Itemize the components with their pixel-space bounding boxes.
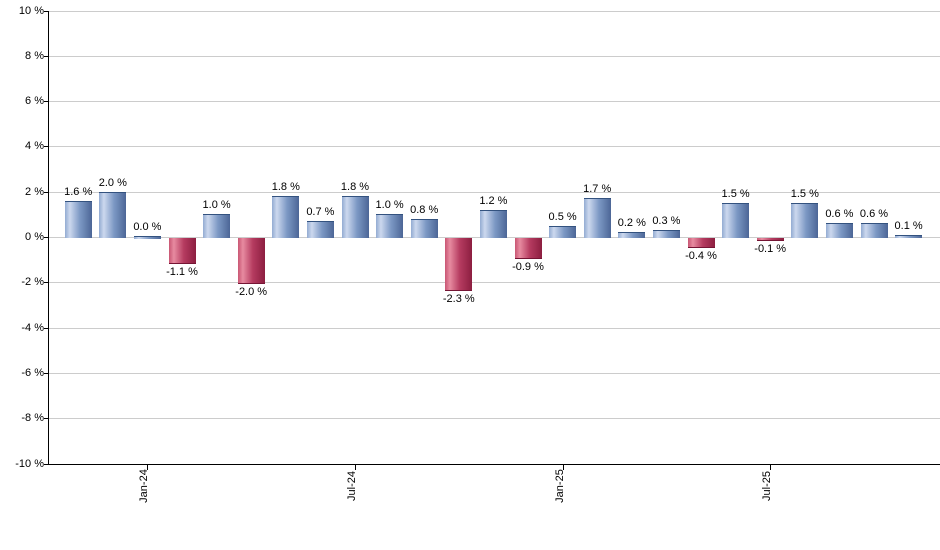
bar xyxy=(895,235,923,238)
y-axis-tick xyxy=(44,464,48,465)
y-axis-tick xyxy=(44,328,48,329)
x-axis-tick xyxy=(147,465,148,470)
x-axis-tick xyxy=(770,465,771,470)
bar-value-label: 1.8 % xyxy=(340,181,370,193)
bar xyxy=(99,192,127,238)
bar xyxy=(410,219,438,238)
y-axis-tick xyxy=(44,146,48,147)
gridline xyxy=(48,282,940,283)
bar-value-label: 0.2 % xyxy=(617,217,646,229)
bar-value-label: 1.0 % xyxy=(375,199,404,211)
x-axis-tick-label: Jul-24 xyxy=(346,471,358,501)
bar xyxy=(479,210,507,238)
x-axis xyxy=(48,464,940,465)
y-axis-tick-label: -2 % xyxy=(21,276,44,288)
bar-value-label: -0.1 % xyxy=(754,243,787,255)
bar xyxy=(756,238,784,241)
bar xyxy=(376,214,404,238)
bar xyxy=(341,196,369,238)
y-axis-tick-label: 10 % xyxy=(18,5,44,17)
x-axis-tick xyxy=(355,465,356,470)
y-axis-tick-label: 8 % xyxy=(25,50,44,62)
gridline xyxy=(48,328,940,329)
bar-value-label: -2.3 % xyxy=(442,293,475,305)
bar xyxy=(791,203,819,238)
y-axis-tick-label: 0 % xyxy=(25,231,44,243)
gridline xyxy=(48,146,940,147)
gridline xyxy=(48,101,940,102)
bar xyxy=(825,223,853,238)
bar xyxy=(306,221,334,238)
y-axis-tick-label: -6 % xyxy=(21,367,44,379)
y-axis-tick-label: -10 % xyxy=(15,458,44,470)
bar-value-label: 1.5 % xyxy=(790,188,819,200)
bar-value-label: 0.8 % xyxy=(410,204,439,216)
bar-value-label: 2.0 % xyxy=(98,177,127,189)
bar xyxy=(514,238,542,259)
bar-value-label: 0.5 % xyxy=(548,211,577,223)
gridline xyxy=(48,373,940,374)
bar-value-label: 1.5 % xyxy=(721,188,750,200)
bar-value-label: -2.0 % xyxy=(235,286,268,298)
y-axis-tick xyxy=(44,282,48,283)
bar-value-label: -1.1 % xyxy=(166,266,198,278)
x-axis-tick-label: Jul-25 xyxy=(761,471,773,501)
bar-value-label: 0.0 % xyxy=(133,221,162,233)
bar-value-label: 1.6 % xyxy=(64,186,93,198)
bar xyxy=(618,232,646,238)
y-axis-tick xyxy=(44,101,48,102)
y-axis-tick xyxy=(44,418,48,419)
bar-value-label: 0.6 % xyxy=(859,208,889,220)
bar-value-label: 1.8 % xyxy=(271,181,300,193)
bar xyxy=(237,238,265,284)
gridline xyxy=(48,192,940,193)
y-axis-tick xyxy=(44,373,48,374)
y-axis-tick-label: -8 % xyxy=(21,412,44,424)
bar-value-label: 1.0 % xyxy=(202,199,231,211)
bar xyxy=(168,238,196,264)
gridline xyxy=(48,56,940,57)
y-axis-tick xyxy=(44,237,48,238)
bar xyxy=(549,226,577,238)
x-axis-tick-label: Jan-24 xyxy=(138,469,150,503)
bar xyxy=(272,196,300,238)
gridline xyxy=(48,11,940,12)
bar-value-label: 0.3 % xyxy=(652,215,681,227)
bar-value-label: 1.7 % xyxy=(583,183,612,195)
bar xyxy=(860,223,888,238)
y-axis xyxy=(48,11,49,465)
x-axis-tick xyxy=(563,465,564,470)
bar-value-label: -0.9 % xyxy=(512,261,544,273)
bar xyxy=(64,201,92,238)
bar xyxy=(133,236,161,239)
y-axis-tick-label: 2 % xyxy=(25,186,44,198)
y-axis-tick xyxy=(44,11,48,12)
x-axis-tick-label: Jan-25 xyxy=(554,469,566,503)
y-axis-tick xyxy=(44,192,48,193)
bar xyxy=(445,238,473,291)
y-axis-tick-label: 6 % xyxy=(25,95,44,107)
bar-value-label: 0.6 % xyxy=(825,208,854,220)
bar-value-label: -0.4 % xyxy=(685,250,717,262)
bar xyxy=(203,214,231,238)
y-axis-tick xyxy=(44,56,48,57)
bar-value-label: 1.2 % xyxy=(479,195,508,207)
bar xyxy=(722,203,750,238)
bar xyxy=(652,230,680,238)
bar xyxy=(687,238,715,248)
y-axis-tick-label: -4 % xyxy=(21,322,44,334)
bar xyxy=(583,198,611,238)
bar-value-label: 0.7 % xyxy=(306,206,335,218)
bar-value-label: 0.1 % xyxy=(894,220,923,232)
y-axis-tick-label: 4 % xyxy=(25,140,44,152)
gridline xyxy=(48,418,940,419)
